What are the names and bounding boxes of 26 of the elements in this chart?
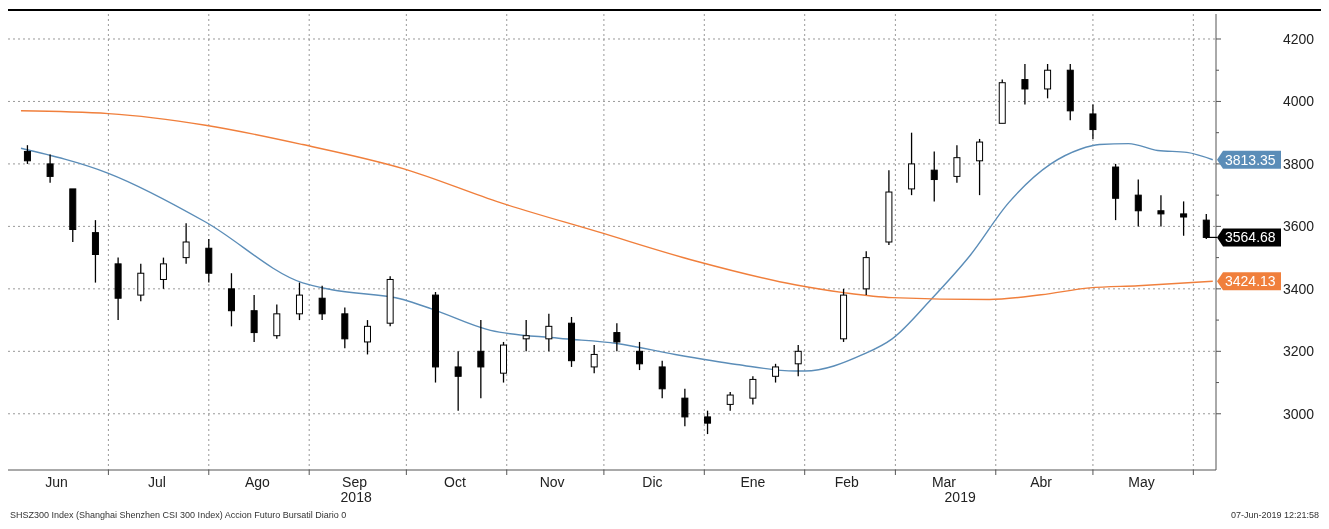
x-tick-label: Mar	[931, 474, 957, 490]
x-tick-label: Nov	[539, 474, 565, 490]
text: 2019	[944, 489, 976, 505]
y-tick-label: 4000	[1283, 93, 1315, 110]
data-label: 3424.13	[1225, 273, 1276, 290]
x-tick-label: Jun	[45, 474, 68, 490]
x-tick-label: Abr	[1030, 474, 1053, 490]
x-tick-label: Ago	[244, 474, 271, 490]
x-tick-label: Oct	[444, 474, 466, 490]
text: SHSZ300 Index (Shanghai Shenzhen CSI 300 Index) Accion Futuro Bursatil Diario 0	[10, 510, 347, 520]
y-tick-label: 3600	[1283, 218, 1315, 235]
x-tick-label: Dic	[642, 474, 663, 490]
data-label: 3813.35	[1225, 151, 1276, 168]
y-tick-label: 3400	[1283, 280, 1315, 297]
text: 2018	[340, 489, 372, 505]
x-tick-label: May	[1128, 474, 1155, 490]
y-tick-label: 3200	[1283, 343, 1315, 360]
x-tick-label: Jul	[148, 474, 166, 490]
ref-line-label: 3564.68	[1225, 229, 1276, 246]
y-tick-label: 3000	[1283, 405, 1315, 422]
x-tick-label: Sep	[342, 474, 368, 490]
y-tick-label: 3800	[1283, 155, 1315, 172]
x-tick-label: Feb	[834, 474, 860, 490]
x-tick-label: Ene	[740, 474, 766, 490]
text: 07-Jun-2019 12:21:58	[1230, 510, 1319, 520]
y-tick-label: 4200	[1283, 30, 1315, 47]
